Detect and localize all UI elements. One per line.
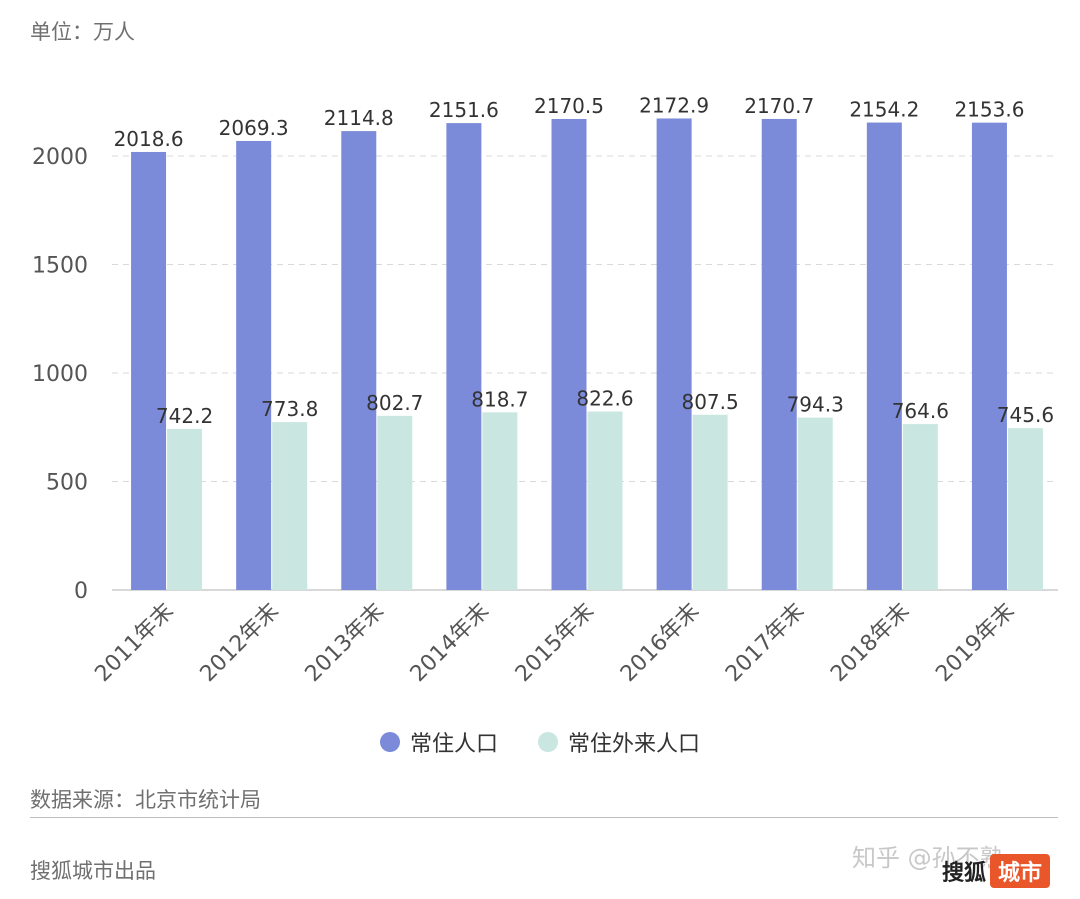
bar-resident <box>656 118 692 590</box>
bar-migrant <box>482 412 518 590</box>
legend-dot-migrant <box>538 732 558 752</box>
value-label-resident: 2153.6 <box>954 98 1024 122</box>
bar-migrant <box>1007 428 1043 590</box>
x-tick-label: 2011年末 <box>90 599 178 687</box>
legend-item-resident[interactable]: 常住人口 <box>379 726 498 758</box>
bar-chart: 0 500 1000 1500 2000 2018.6 742.2 2011年末 2069.3 7… <box>32 93 1058 687</box>
value-label-migrant: 745.6 <box>997 403 1054 427</box>
legend-dot-resident <box>379 732 400 752</box>
producer-credit: 搜狐城市出品 <box>30 859 156 883</box>
x-tick-label: 2012年末 <box>196 599 284 687</box>
bar-resident <box>446 123 482 591</box>
bar-resident <box>866 122 902 590</box>
value-label-resident: 2172.9 <box>639 93 709 117</box>
bar-resident <box>761 118 797 590</box>
value-label-migrant: 794.3 <box>787 393 844 417</box>
bar-migrant <box>587 411 623 590</box>
divider <box>30 817 1058 818</box>
value-label-resident: 2154.2 <box>849 98 919 122</box>
x-tick-label: 2019年末 <box>931 599 1019 687</box>
legend-label-migrant: 常住外来人口 <box>568 732 701 757</box>
brand-logo-part1: 搜狐 <box>941 861 986 886</box>
value-label-migrant: 773.8 <box>261 397 318 421</box>
y-tick-label: 1500 <box>32 254 88 279</box>
bar-migrant <box>797 417 833 590</box>
y-tick-label: 2000 <box>32 145 88 170</box>
bar-resident <box>551 119 587 591</box>
legend-label-resident: 常住人口 <box>409 732 498 757</box>
x-tick-label: 2018年末 <box>826 599 914 687</box>
unit-label: 单位：万人 <box>30 20 135 44</box>
brand-logo-part2: 城市 <box>989 854 1050 888</box>
bar-resident <box>971 122 1007 591</box>
y-tick-label: 0 <box>74 579 88 604</box>
bar-resident <box>131 151 167 590</box>
value-label-resident: 2069.3 <box>219 116 289 140</box>
data-source: 数据来源：北京市统计局 <box>30 788 261 812</box>
bar-resident <box>341 131 377 591</box>
value-label-migrant: 802.7 <box>366 391 423 415</box>
bar-migrant <box>272 422 308 590</box>
value-label-migrant: 764.6 <box>892 399 949 423</box>
y-tick-label: 1000 <box>32 362 88 387</box>
value-label-migrant: 807.5 <box>681 390 738 414</box>
brand-logo: 搜狐 城市 <box>942 854 1050 888</box>
watermark: 知乎 @孙不熟 <box>852 844 1004 872</box>
x-tick-label: 2016年末 <box>616 599 704 687</box>
x-tick-label: 2015年末 <box>511 599 599 687</box>
value-label-resident: 2114.8 <box>324 106 394 130</box>
x-tick-label: 2017年末 <box>721 599 809 687</box>
value-label-resident: 2151.6 <box>429 98 499 122</box>
legend-item-migrant[interactable]: 常住外来人口 <box>538 726 700 758</box>
bar-migrant <box>167 428 203 590</box>
x-tick-label: 2014年末 <box>406 599 494 687</box>
value-label-resident: 2018.6 <box>114 127 184 151</box>
value-label-migrant: 818.7 <box>471 387 528 411</box>
bar-migrant <box>902 424 938 590</box>
legend: 常住人口 常住外来人口 <box>0 726 1080 758</box>
value-label-migrant: 822.6 <box>576 386 633 410</box>
bar-resident <box>236 140 272 590</box>
y-tick-label: 500 <box>46 471 88 496</box>
bar-migrant <box>377 415 413 590</box>
bar-migrant <box>692 414 728 590</box>
value-label-resident: 2170.7 <box>744 94 814 118</box>
x-tick-label: 2013年末 <box>301 599 389 687</box>
value-label-migrant: 742.2 <box>156 404 213 428</box>
value-label-resident: 2170.5 <box>534 94 604 118</box>
